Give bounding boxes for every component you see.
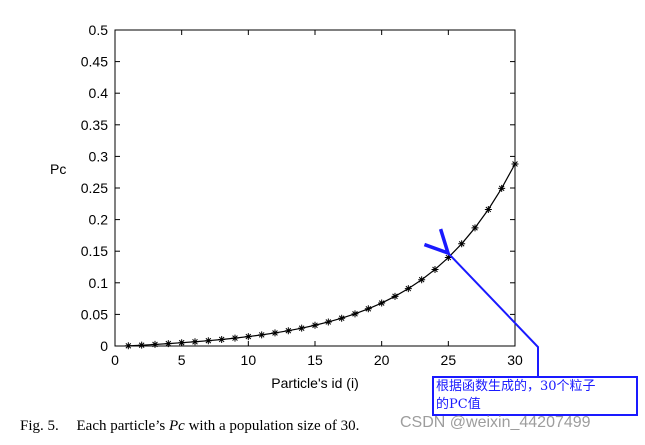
annotation-line-2: 的PC值 — [436, 397, 481, 412]
data-point-marker — [404, 285, 412, 293]
data-point-marker — [498, 184, 506, 192]
data-point-marker — [164, 340, 172, 348]
x-tick-label: 5 — [178, 352, 186, 368]
caption-text-after: with a population size of 30. — [188, 418, 360, 434]
data-point-marker — [311, 321, 319, 329]
annotation-arrow — [448, 253, 539, 376]
x-tick-label: 0 — [111, 352, 119, 368]
y-tick-label: 0.15 — [81, 243, 108, 259]
caption-text-before: Each particle’s — [76, 418, 166, 434]
x-tick-label: 30 — [507, 352, 523, 368]
y-tick-label: 0.3 — [89, 148, 109, 164]
data-point-marker — [244, 333, 252, 341]
data-point-marker — [511, 160, 519, 168]
data-point-marker — [324, 318, 332, 326]
caption-symbol: Pc — [168, 418, 185, 434]
x-tick-label: 15 — [307, 352, 323, 368]
data-point-marker — [218, 335, 226, 343]
y-tick-label: 0.2 — [89, 212, 109, 228]
y-tick-label: 0.4 — [89, 85, 109, 101]
annotation-box: 根据函数生成的，30个粒子 的PC值 — [432, 376, 638, 416]
y-tick-label: 0.25 — [81, 180, 108, 196]
data-point-marker — [151, 340, 159, 348]
data-point-marker — [351, 310, 359, 318]
x-tick-label: 20 — [374, 352, 390, 368]
data-point-marker — [231, 334, 239, 342]
figure-number: Fig. 5. — [20, 418, 59, 434]
figure-caption: Fig. 5. Each particle’s Pc with a popula… — [20, 418, 359, 435]
x-axis-label: Particle's id (i) — [271, 375, 358, 391]
data-point-marker — [258, 331, 266, 339]
data-point-marker — [284, 327, 292, 335]
data-point-marker — [204, 337, 212, 345]
data-point-marker — [378, 299, 386, 307]
watermark: CSDN @weixin_44207499 — [400, 414, 591, 431]
y-tick-label: 0.35 — [81, 117, 108, 133]
data-point-marker — [178, 339, 186, 347]
data-point-marker — [444, 254, 452, 262]
plot-area — [114, 29, 516, 347]
y-tick-label: 0 — [100, 338, 108, 354]
y-tick-label: 0.05 — [81, 306, 108, 322]
data-point-marker — [124, 342, 132, 350]
data-point-marker — [484, 205, 492, 213]
x-tick-label: 25 — [441, 352, 457, 368]
x-tick-label: 10 — [241, 352, 257, 368]
data-point-marker — [458, 240, 466, 248]
y-tick-label: 0.1 — [89, 275, 109, 291]
y-tick-label: 0.45 — [81, 54, 108, 70]
y-axis-label: Pc — [50, 161, 66, 177]
data-point-marker — [298, 324, 306, 332]
data-point-marker — [431, 265, 439, 273]
y-tick-label: 0.5 — [89, 22, 109, 38]
data-point-marker — [338, 314, 346, 322]
data-point-marker — [364, 305, 372, 313]
data-point-marker — [471, 224, 479, 232]
annotation-line-1: 根据函数生成的，30个粒子 — [436, 379, 596, 394]
data-point-marker — [418, 276, 426, 284]
data-point-marker — [271, 329, 279, 337]
data-point-marker — [391, 292, 399, 300]
data-point-marker — [138, 341, 146, 349]
data-point-marker — [191, 338, 199, 346]
